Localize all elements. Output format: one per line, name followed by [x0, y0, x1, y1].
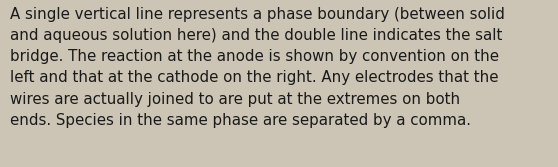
Text: A single vertical line represents a phase boundary (between solid
and aqueous so: A single vertical line represents a phas…	[10, 7, 505, 128]
